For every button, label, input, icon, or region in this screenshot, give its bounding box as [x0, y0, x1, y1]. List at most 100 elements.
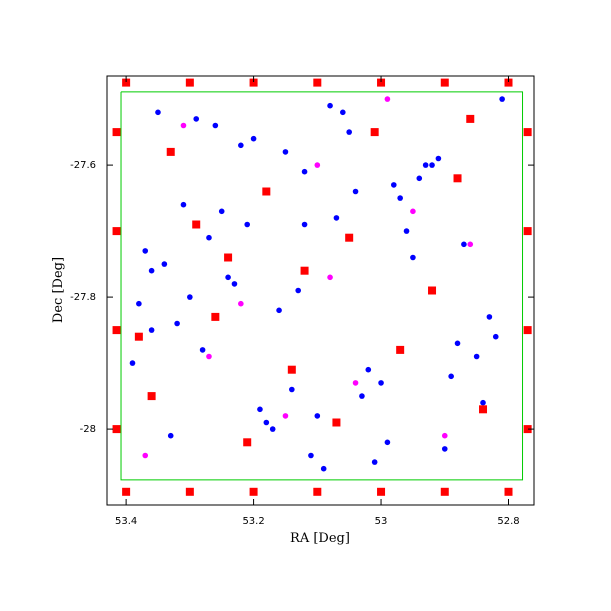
point	[466, 114, 475, 123]
point	[112, 128, 121, 137]
point	[435, 155, 442, 162]
point	[263, 419, 270, 426]
point	[410, 208, 416, 215]
point	[185, 78, 194, 87]
point	[396, 345, 405, 354]
point	[287, 365, 296, 374]
point	[301, 168, 308, 175]
point	[340, 109, 346, 116]
outline	[120, 91, 524, 481]
point	[480, 399, 486, 406]
point	[384, 439, 391, 446]
point	[313, 78, 322, 87]
point	[397, 195, 403, 201]
point	[174, 320, 180, 327]
y-tick-label: -27.8	[70, 292, 96, 303]
point	[147, 392, 156, 401]
point	[238, 300, 244, 307]
point	[486, 314, 493, 320]
plot-area	[112, 78, 532, 496]
point	[218, 208, 225, 215]
point	[112, 227, 121, 236]
point	[300, 266, 309, 275]
point	[185, 487, 194, 496]
point	[523, 227, 532, 236]
point	[308, 452, 314, 459]
point	[249, 78, 258, 87]
x-tick-label: 53.4	[115, 516, 137, 527]
point	[112, 425, 121, 434]
point	[473, 353, 480, 360]
point	[289, 386, 295, 393]
point	[320, 465, 327, 472]
point	[243, 438, 252, 447]
point	[269, 426, 276, 432]
point	[155, 109, 161, 116]
point	[166, 147, 175, 156]
point	[523, 326, 532, 335]
point	[301, 221, 308, 228]
point	[148, 327, 155, 333]
point	[276, 307, 282, 314]
point	[262, 187, 271, 196]
point	[129, 360, 136, 366]
point	[377, 487, 386, 496]
point	[313, 487, 322, 496]
point	[441, 432, 448, 439]
point	[441, 446, 448, 452]
y-tick-label: -27.6	[70, 160, 96, 171]
y-axis-label: Dec [Deg]	[51, 257, 66, 323]
point	[212, 122, 219, 129]
point	[295, 287, 301, 294]
point	[332, 418, 341, 427]
point	[122, 487, 131, 496]
point	[134, 332, 143, 341]
point	[136, 300, 142, 307]
point	[206, 234, 212, 241]
point	[504, 78, 513, 87]
point	[454, 340, 461, 347]
point	[211, 312, 220, 321]
point	[249, 487, 258, 496]
point	[499, 96, 505, 102]
point	[333, 215, 340, 221]
point	[282, 149, 289, 155]
point	[365, 366, 372, 373]
point	[523, 128, 532, 137]
point	[428, 286, 437, 295]
point	[371, 459, 378, 465]
point	[282, 413, 289, 419]
point	[225, 274, 231, 281]
point	[257, 406, 263, 413]
point	[244, 221, 251, 228]
point	[523, 425, 532, 434]
point	[440, 78, 449, 87]
point	[461, 241, 467, 248]
point	[206, 353, 212, 360]
point	[327, 102, 333, 109]
point	[492, 333, 499, 340]
point	[112, 326, 121, 335]
point	[250, 135, 257, 142]
point	[224, 253, 233, 262]
point	[314, 162, 321, 168]
point	[352, 380, 359, 386]
point	[148, 267, 155, 274]
point	[359, 393, 365, 399]
point	[231, 281, 238, 287]
point	[448, 373, 454, 380]
point	[467, 241, 474, 248]
point	[378, 380, 384, 386]
point	[161, 261, 168, 267]
point	[167, 432, 174, 439]
point	[346, 129, 352, 135]
point	[377, 78, 386, 87]
point	[180, 122, 187, 129]
x-tick-label: 52.8	[497, 516, 519, 527]
point	[327, 274, 333, 281]
point	[142, 452, 149, 459]
point	[504, 487, 513, 496]
point	[193, 116, 200, 122]
point	[122, 78, 131, 87]
